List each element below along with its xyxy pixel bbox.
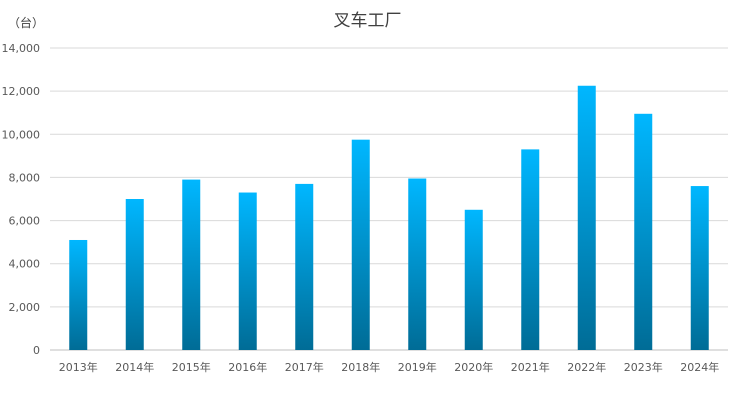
- x-tick-label: 2020年: [454, 360, 493, 374]
- bar-2023年: [634, 113, 653, 351]
- bar-2015年: [182, 179, 201, 350]
- chart-title: 叉车工厂: [333, 11, 402, 31]
- y-tick-label: 8,000: [9, 171, 41, 184]
- bar-2018年: [351, 139, 370, 350]
- x-tick-label: 2015年: [172, 360, 211, 374]
- bar-2017年: [295, 183, 314, 350]
- bar-2021年: [521, 149, 540, 350]
- x-tick-label: 2013年: [59, 360, 98, 374]
- bar-2020年: [464, 209, 483, 350]
- y-tick-label: 4,000: [9, 258, 41, 271]
- bar-2024年: [690, 186, 709, 350]
- x-tick-label: 2022年: [567, 360, 606, 374]
- x-tick-label: 2019年: [398, 360, 437, 374]
- x-tick-label: 2023年: [624, 360, 663, 374]
- grid-lines: [50, 47, 728, 351]
- bar-2022年: [577, 85, 596, 350]
- x-tick-label: 2014年: [115, 360, 154, 374]
- x-tick-label: 2021年: [511, 360, 550, 374]
- y-tick-label: 14,000: [2, 42, 41, 55]
- bar-2016年: [238, 192, 257, 350]
- bar-2014年: [125, 199, 144, 350]
- y-tick-label: 10,000: [2, 128, 41, 141]
- y-tick-label: 6,000: [9, 215, 41, 228]
- y-tick-label: 0: [33, 344, 40, 357]
- x-tick-label: 2016年: [228, 360, 267, 374]
- y-axis-ticks: 0 2,000 4,000 6,000 8,000 10,000 12,000 14,000: [2, 42, 41, 357]
- bars: [69, 85, 709, 351]
- y-tick-label: 12,000: [2, 85, 41, 98]
- bar-2013年: [69, 239, 88, 350]
- bar-2019年: [408, 178, 427, 350]
- y-tick-label: 2,000: [9, 301, 41, 314]
- x-tick-label: 2018年: [341, 360, 380, 374]
- x-tick-label: 2024年: [680, 360, 719, 374]
- x-axis-ticks: 2013年 2014年 2015年 2016年 2017年 2018年 2019年 2020年…: [59, 360, 720, 374]
- x-tick-label: 2017年: [285, 360, 324, 374]
- y-axis-unit-label: （台）: [8, 16, 45, 30]
